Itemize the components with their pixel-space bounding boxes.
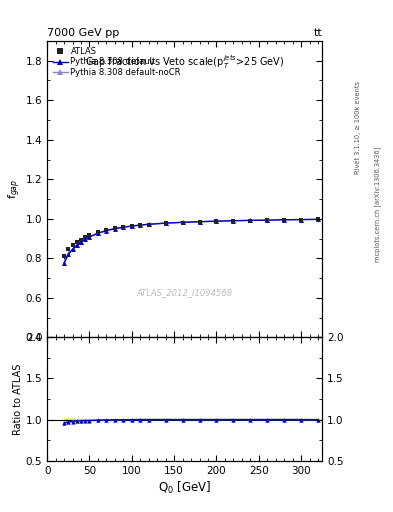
Text: mcplots.cern.ch [arXiv:1306.3436]: mcplots.cern.ch [arXiv:1306.3436] — [374, 147, 381, 263]
Text: tt: tt — [314, 28, 322, 38]
Legend: ATLAS, Pythia 8.308 default, Pythia 8.308 default-noCR: ATLAS, Pythia 8.308 default, Pythia 8.30… — [51, 45, 183, 79]
Text: Rivet 3.1.10, ≥ 100k events: Rivet 3.1.10, ≥ 100k events — [354, 81, 361, 175]
Text: ATLAS_2012_I1094568: ATLAS_2012_I1094568 — [137, 288, 233, 297]
X-axis label: Q$_0$ [GeV]: Q$_0$ [GeV] — [158, 480, 211, 496]
Text: 7000 GeV pp: 7000 GeV pp — [47, 28, 119, 38]
Y-axis label: Ratio to ATLAS: Ratio to ATLAS — [13, 364, 23, 435]
Text: Gap fraction vs Veto scale(p$_T^{jets}$>25 GeV): Gap fraction vs Veto scale(p$_T^{jets}$>… — [85, 53, 285, 71]
Y-axis label: f$_{gap}$: f$_{gap}$ — [7, 179, 23, 199]
